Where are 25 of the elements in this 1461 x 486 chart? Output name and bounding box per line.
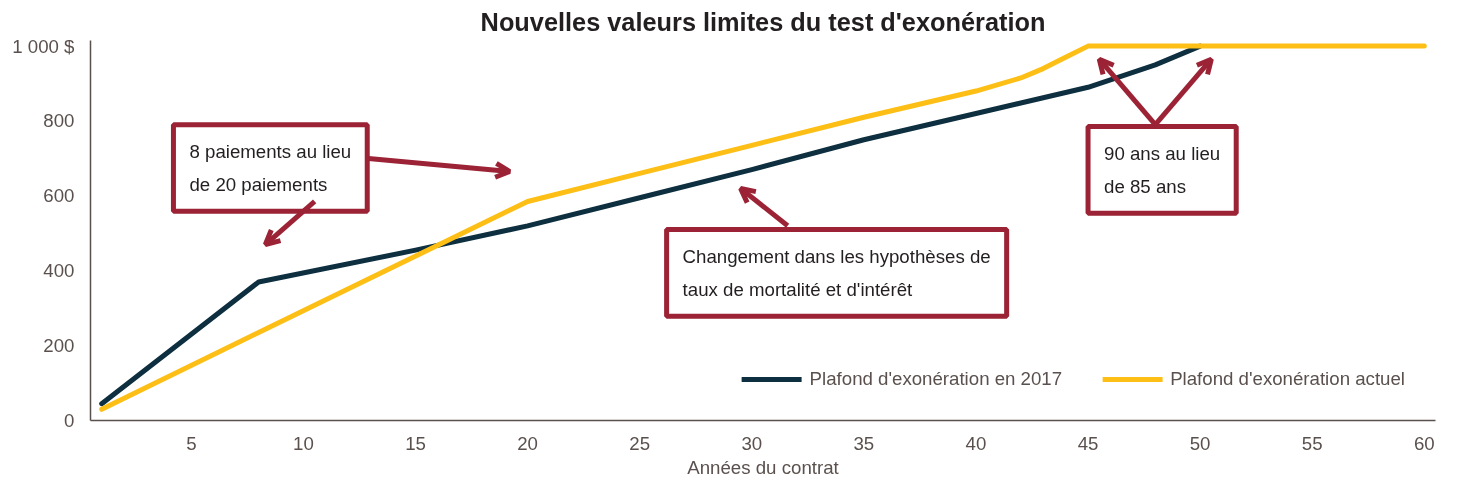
x-tick-label: 40 <box>965 432 987 454</box>
y-tick-label: 0 <box>64 410 75 431</box>
x-tick-label: 15 <box>405 432 426 454</box>
y-tick-label: 1 000 $ <box>12 35 76 57</box>
x-tick-label: 10 <box>293 432 314 454</box>
x-tick-label: 60 <box>1413 432 1435 454</box>
y-tick-label: 800 <box>43 110 75 132</box>
x-tick-label: 20 <box>517 432 539 454</box>
x-tick-label: 35 <box>853 432 875 454</box>
x-tick-label: 25 <box>629 432 651 454</box>
chart-title: Nouvelles valeurs limites du test d'exonération <box>480 7 1046 36</box>
legend-label: Plafond d'exonération en 2017 <box>809 368 1063 390</box>
x-tick-label: 55 <box>1301 432 1323 454</box>
x-tick-label: 30 <box>741 432 763 454</box>
annotation: Changement dans les hypothèses de taux de mortalité et d'intérêt <box>682 245 991 301</box>
y-tick-label: 600 <box>43 185 75 207</box>
x-tick-label: 50 <box>1189 432 1211 454</box>
annotation: 90 ans au lieu de 85 ans <box>1104 142 1221 198</box>
x-tick-label: 45 <box>1077 432 1099 454</box>
annotation: 8 paiements au lieu de 20 paiements <box>189 140 352 196</box>
x-axis-title: Années du contrat <box>687 456 840 478</box>
y-tick-label: 200 <box>43 335 75 357</box>
x-tick-label: 5 <box>186 432 197 454</box>
legend-label: Plafond d'exonération actuel <box>1170 368 1405 390</box>
y-tick-label: 400 <box>43 260 75 282</box>
